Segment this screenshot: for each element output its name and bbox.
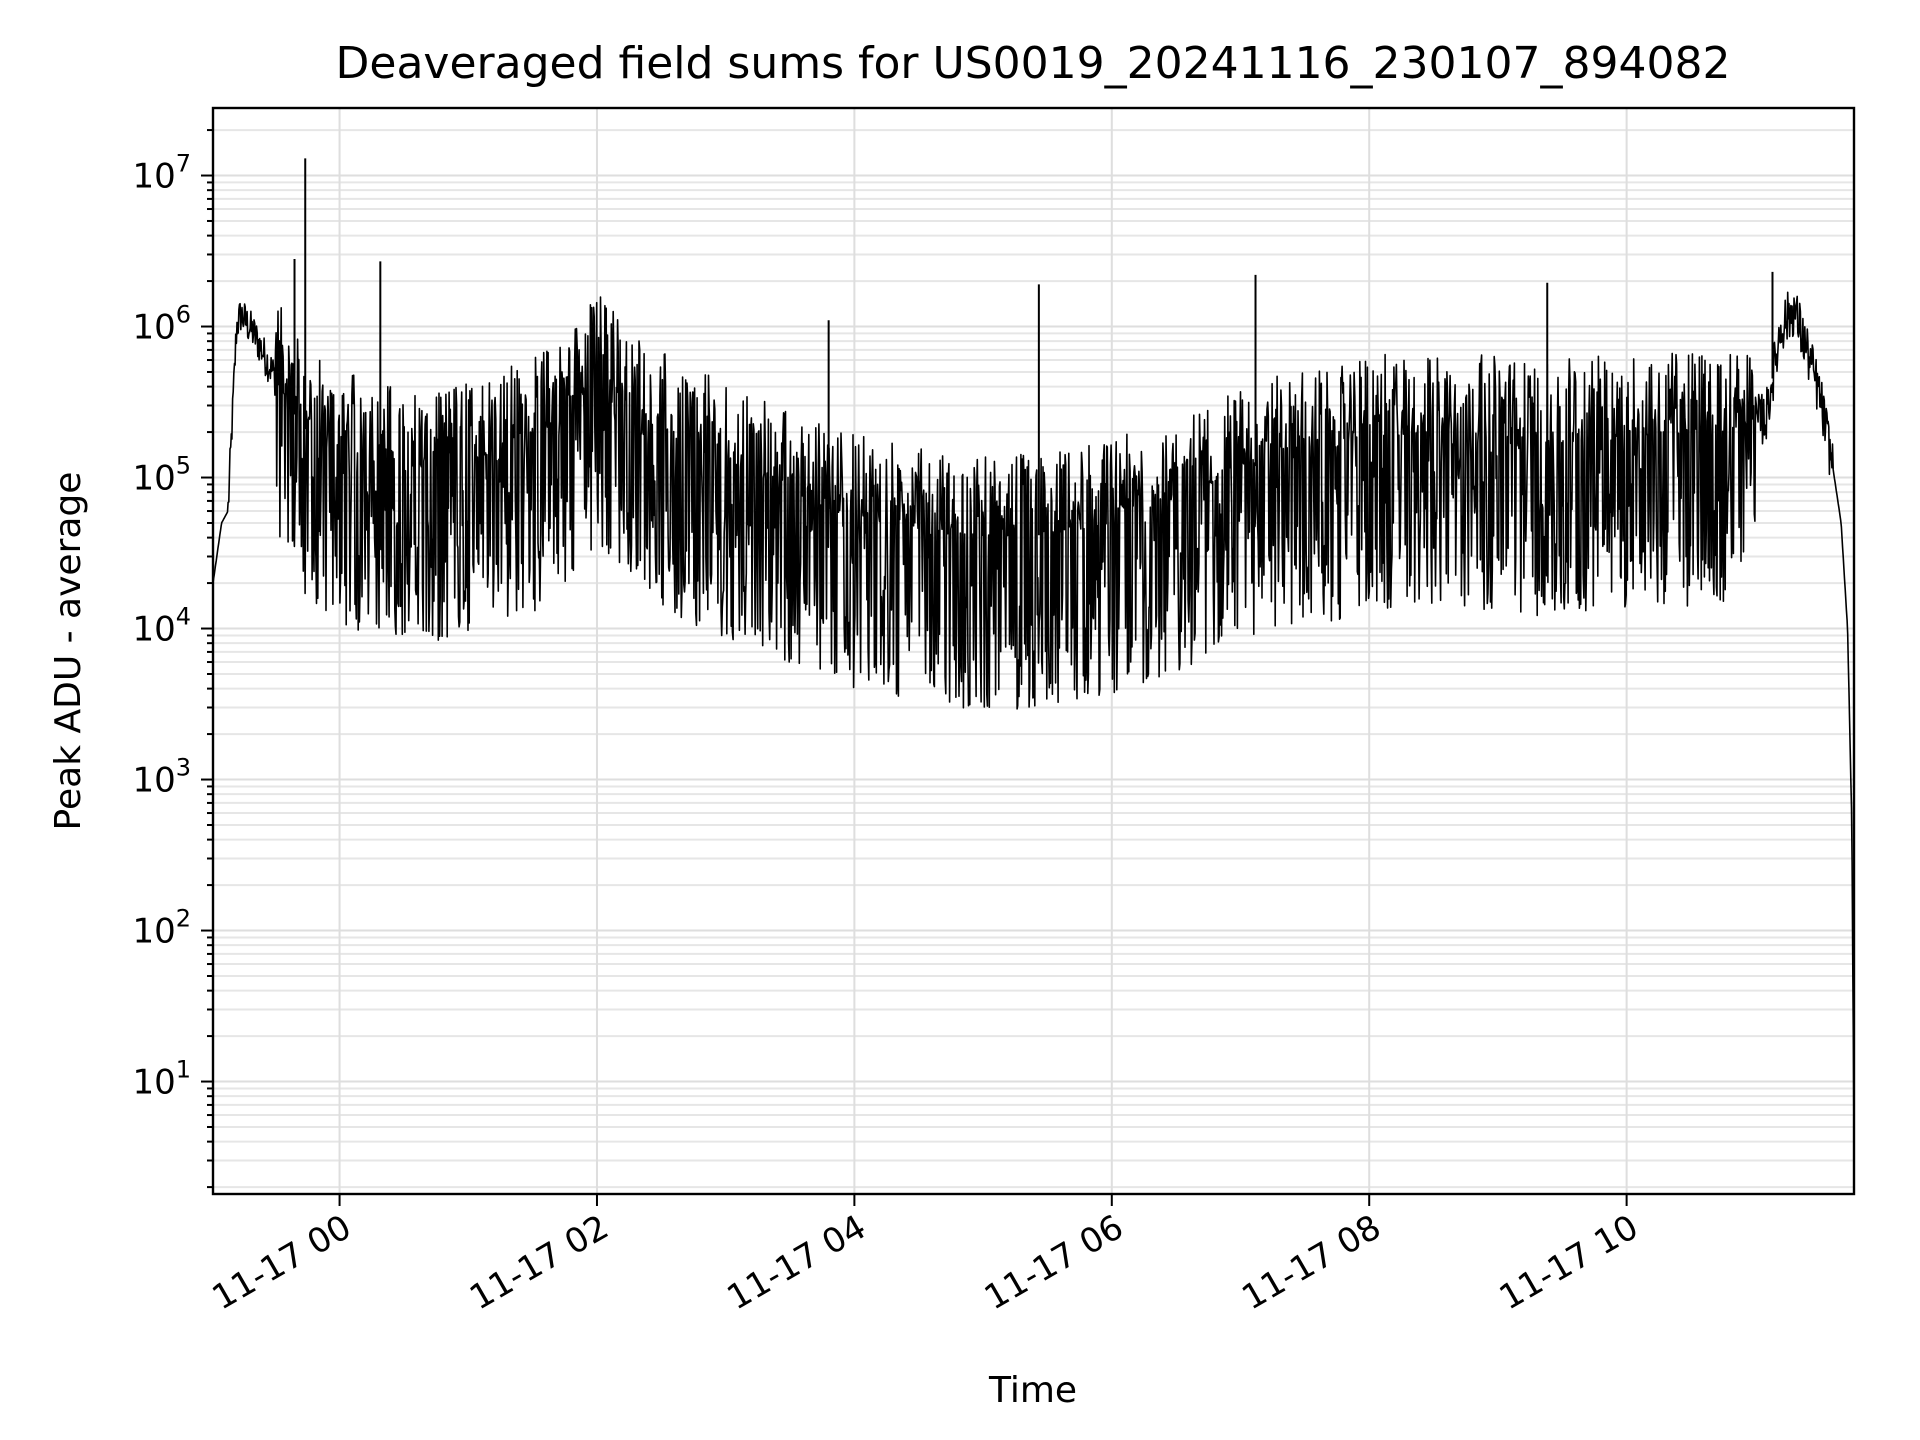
y-axis-label: Peak ADU - average — [48, 472, 89, 831]
x-tick-label: 11-17 00 — [206, 1207, 358, 1318]
chart-title: Deaveraged field sums for US0019_2024111… — [336, 38, 1731, 89]
y-tick-label: 105 — [132, 452, 191, 499]
y-tick-label: 102 — [132, 905, 191, 952]
x-axis-label: Time — [988, 1370, 1077, 1411]
series-layer — [212, 158, 1855, 1142]
series-line — [212, 291, 1855, 1142]
y-tick-label: 104 — [132, 603, 191, 650]
y-tick-label: 106 — [132, 301, 191, 348]
y-tick-label: 101 — [132, 1056, 191, 1103]
y-tick-label: 103 — [132, 754, 191, 801]
x-axis: 11-17 00 11-17 02 11-17 04 11-17 06 11-17 08… — [206, 1194, 1645, 1318]
x-tick-label: 11-17 10 — [1493, 1207, 1645, 1318]
x-tick-label: 11-17 06 — [978, 1207, 1130, 1318]
x-tick-label: 11-17 08 — [1235, 1207, 1387, 1318]
x-tick-label: 11-17 04 — [720, 1207, 872, 1318]
y-axis: 101 102 103 104 105 106 107 — [132, 129, 213, 1189]
x-tick-label: 11-17 02 — [463, 1207, 615, 1318]
y-tick-label: 107 — [132, 150, 191, 197]
